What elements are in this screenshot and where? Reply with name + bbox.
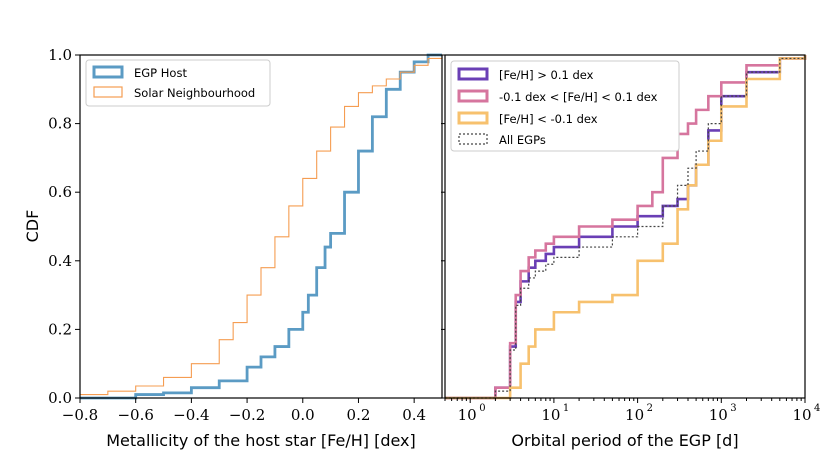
legend-swatch-high-metallicity xyxy=(457,67,489,81)
right-x-tick-label: 10 xyxy=(541,406,560,424)
right-x-tick-exponent: 2 xyxy=(647,403,653,414)
left-x-tick-label: 0.4 xyxy=(402,406,426,424)
legend-swatch-solar-neighbourhood xyxy=(93,86,123,98)
right-legend: [Fe/H] > 0.1 dex -0.1 dex < [Fe/H] < 0.1… xyxy=(450,60,680,152)
right-x-tick-label: 10 xyxy=(792,406,811,424)
right-x-tick-label: 10 xyxy=(625,406,644,424)
left-y-tick-label: 1.0 xyxy=(48,46,72,64)
left-x-tick-label: −0.6 xyxy=(117,406,153,424)
left-y-tick-label: 0.2 xyxy=(48,320,72,338)
series-line-low-metallicity xyxy=(445,55,807,400)
legend-label-solar-neighbourhood: Solar Neighbourhood xyxy=(134,86,255,100)
right-x-tick-exponent: 3 xyxy=(730,403,736,414)
left-x-ticks: −0.8 −0.6 −0.4 −0.2 0.0 0.2 0.4 xyxy=(62,398,426,424)
left-legend-box xyxy=(85,59,271,107)
right-x-axis-label: Orbital period of the EGP [d] xyxy=(511,431,738,450)
right-plot-area xyxy=(445,55,807,400)
left-y-tick-label: 0.4 xyxy=(48,252,72,270)
left-y-tick-label: 0.8 xyxy=(48,115,72,133)
left-x-axis-label: Metallicity of the host star [Fe/H] [dex… xyxy=(106,431,416,450)
legend-swatch-low-metallicity xyxy=(457,111,489,125)
legend-label-egp-host: EGP Host xyxy=(134,66,187,80)
series-line-solar-neighbourhood xyxy=(80,55,443,396)
left-y-ticks: 0.0 0.2 0.4 0.6 0.8 1.0 xyxy=(48,46,80,407)
legend-label-high-metallicity: [Fe/H] > 0.1 dex xyxy=(499,68,594,82)
right-x-tick-label: 10 xyxy=(709,406,728,424)
panel-orbital-period-cdf: 10 0 10 1 10 2 10 3 10 4 Orbital period of the EG… xyxy=(441,54,820,450)
legend-label-all-egps: All EGPs xyxy=(499,133,546,147)
left-x-tick-label: −0.4 xyxy=(173,406,209,424)
right-x-tick-label: 10 xyxy=(458,406,477,424)
left-legend: EGP Host Solar Neighbourhood xyxy=(85,59,271,107)
legend-label-mid-metallicity: -0.1 dex < [Fe/H] < 0.1 dex xyxy=(499,90,658,104)
legend-swatch-egp-host xyxy=(92,65,124,79)
left-x-tick-label: −0.8 xyxy=(62,406,98,424)
series-line-egp-host xyxy=(80,53,442,400)
right-x-tick-exponent: 0 xyxy=(479,403,485,414)
left-y-axis-label: CDF xyxy=(23,210,42,243)
left-y-tick-label: 0.0 xyxy=(48,389,72,407)
left-axes-frame xyxy=(79,54,443,399)
left-x-tick-label: 0.2 xyxy=(347,406,371,424)
right-x-tick-exponent: 1 xyxy=(563,403,569,414)
right-legend-box xyxy=(450,60,680,152)
right-x-tick-exponent: 4 xyxy=(814,403,820,414)
left-y-tick-label: 0.6 xyxy=(48,183,72,201)
legend-swatch-all-egps xyxy=(458,133,488,145)
left-x-tick-label: 0.0 xyxy=(291,406,315,424)
left-plot-area xyxy=(80,53,443,400)
right-x-ticks: 10 0 10 1 10 2 10 3 10 4 xyxy=(444,398,820,424)
panel-metallicity-cdf: −0.8 −0.6 −0.4 −0.2 0.0 0.2 0.4 0.00.20.40.60.… xyxy=(23,46,443,450)
right-y-ticks xyxy=(441,54,445,399)
legend-label-low-metallicity: [Fe/H] < -0.1 dex xyxy=(499,112,598,126)
legend-swatch-mid-metallicity xyxy=(457,89,489,103)
left-x-tick-label: −0.2 xyxy=(229,406,265,424)
series-line-mid-metallicity xyxy=(445,55,807,400)
